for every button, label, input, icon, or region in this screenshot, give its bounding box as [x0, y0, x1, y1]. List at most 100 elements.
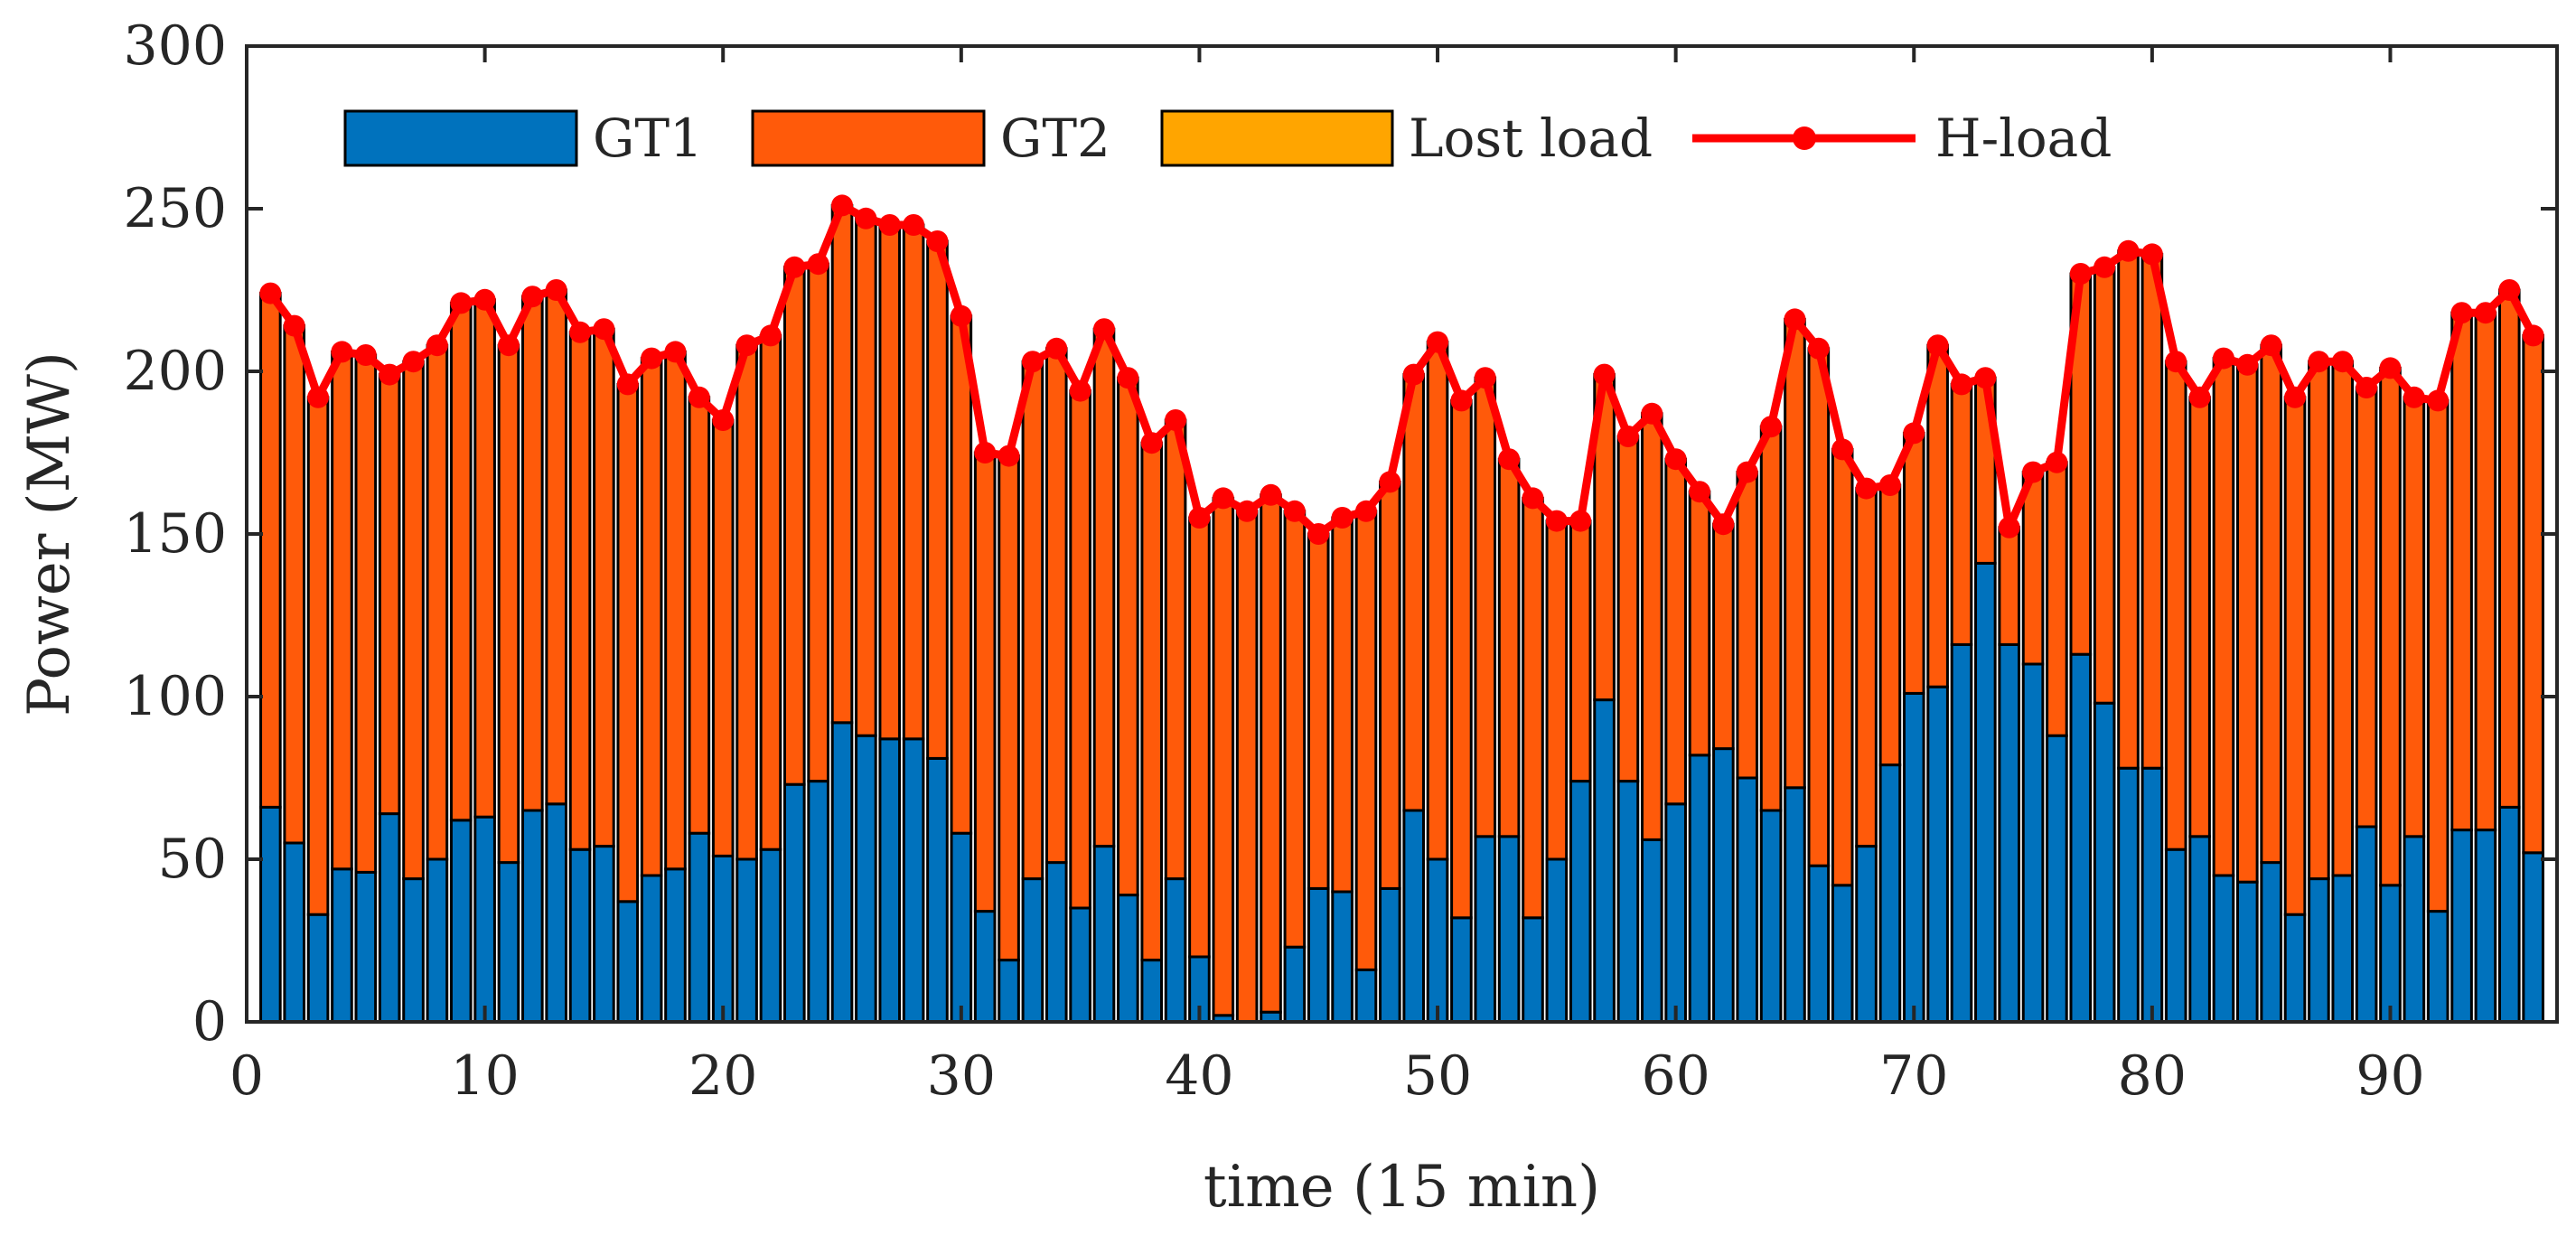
bar-gt1-56 — [1569, 780, 1592, 1024]
bar-gt1-80 — [2140, 766, 2164, 1024]
bar-gt2-3 — [306, 396, 330, 916]
h-load-point-10 — [473, 288, 496, 311]
bar-gt1-81 — [2164, 847, 2187, 1024]
x-tick-label-90: 90 — [2356, 1044, 2424, 1108]
h-load-point-75 — [2022, 461, 2045, 483]
bar-gt1-95 — [2497, 805, 2521, 1024]
bar-gt2-38 — [1140, 441, 1164, 962]
legend-label-h-load: H-load — [1935, 108, 2112, 169]
h-load-point-5 — [354, 344, 377, 366]
bar-gt1-11 — [497, 861, 520, 1024]
bar-gt1-1 — [259, 805, 282, 1024]
h-load-point-41 — [1212, 487, 1234, 510]
bar-gt2-45 — [1307, 532, 1330, 890]
y-tick-label-250: 250 — [123, 177, 227, 240]
bar-gt1-86 — [2283, 913, 2307, 1024]
h-load-point-16 — [616, 373, 639, 396]
h-load-point-34 — [1045, 337, 1068, 360]
h-load-point-15 — [593, 318, 615, 341]
bar-gt2-83 — [2212, 357, 2235, 877]
h-load-point-23 — [783, 256, 806, 278]
bar-gt2-2 — [283, 324, 306, 845]
h-load-point-53 — [1498, 448, 1521, 471]
y-tick-label-0: 0 — [192, 990, 227, 1053]
y-tick-label-150: 150 — [123, 502, 227, 566]
h-load-point-21 — [735, 334, 758, 357]
bar-gt2-24 — [807, 262, 829, 783]
bar-gt2-61 — [1688, 490, 1711, 757]
axes-layer: 0 50 100 150 200 250 300 0 10 20 30 40 50 60 70 80 90 — [123, 14, 2557, 1108]
bar-gt2-14 — [568, 331, 592, 851]
h-load-point-43 — [1260, 483, 1282, 506]
h-load-point-8 — [426, 334, 448, 357]
bar-gt1-27 — [878, 737, 902, 1024]
bar-gt1-66 — [1807, 864, 1831, 1024]
bar-gt1-6 — [378, 812, 401, 1024]
bar-gt1-87 — [2308, 877, 2330, 1024]
bar-gt2-22 — [759, 333, 782, 851]
bar-gt2-55 — [1545, 520, 1569, 861]
bar-gt2-94 — [2474, 311, 2497, 832]
bar-gt1-82 — [2188, 835, 2211, 1024]
bar-gt2-60 — [1664, 457, 1687, 806]
bar-gt2-46 — [1331, 516, 1354, 894]
bar-gt1-84 — [2236, 880, 2259, 1024]
bar-gt2-20 — [711, 418, 735, 857]
h-load-point-44 — [1283, 500, 1306, 522]
h-load-point-27 — [878, 214, 901, 236]
y-tick-label-300: 300 — [123, 14, 227, 78]
h-load-point-63 — [1736, 461, 1758, 483]
bar-gt1-64 — [1759, 809, 1783, 1024]
bar-gt1-20 — [711, 854, 735, 1024]
x-tick-label-20: 20 — [688, 1044, 757, 1108]
bar-gt1-73 — [1974, 561, 1997, 1024]
bar-gt1-59 — [1640, 838, 1663, 1024]
h-load-point-76 — [2046, 451, 2068, 473]
h-load-point-92 — [2427, 389, 2450, 412]
h-load-point-79 — [2117, 239, 2140, 262]
bar-gt1-76 — [2046, 734, 2068, 1024]
bar-gt1-77 — [2069, 652, 2093, 1024]
h-load-point-65 — [1784, 308, 1806, 331]
bar-gt1-92 — [2426, 910, 2450, 1024]
h-load-point-42 — [1236, 500, 1259, 522]
bar-gt1-18 — [664, 867, 687, 1024]
h-load-point-56 — [1569, 510, 1592, 532]
bar-gt1-9 — [449, 819, 473, 1024]
h-load-point-19 — [688, 386, 710, 408]
bar-gt2-54 — [1522, 496, 1544, 920]
h-load-point-85 — [2260, 334, 2282, 357]
x-tick-label-70: 70 — [1879, 1044, 1948, 1108]
h-load-point-36 — [1092, 318, 1115, 341]
bar-gt2-78 — [2093, 266, 2116, 705]
h-load-point-47 — [1354, 500, 1377, 522]
bar-gt1-5 — [354, 870, 378, 1024]
bar-gt2-13 — [545, 288, 568, 806]
h-load-point-95 — [2498, 279, 2521, 301]
bar-gt1-15 — [593, 845, 615, 1024]
h-load-point-61 — [1689, 481, 1711, 503]
bar-gt1-49 — [1402, 809, 1425, 1024]
bar-gt2-87 — [2308, 360, 2330, 881]
h-load-point-35 — [1069, 379, 1091, 402]
bar-gt2-18 — [664, 350, 687, 871]
bar-gt2-71 — [1926, 343, 1949, 688]
bar-gt1-44 — [1283, 945, 1307, 1024]
h-load-point-66 — [1807, 337, 1830, 360]
bar-gt1-37 — [1117, 894, 1139, 1024]
bar-gt1-2 — [283, 841, 306, 1024]
bar-gt2-37 — [1117, 376, 1139, 897]
bar-gt2-64 — [1759, 425, 1783, 812]
h-load-point-24 — [807, 253, 829, 276]
bar-gt1-54 — [1522, 916, 1544, 1024]
bar-gt1-38 — [1140, 959, 1164, 1024]
bar-gt2-33 — [1021, 360, 1044, 881]
h-load-point-73 — [1974, 367, 1997, 389]
h-load-point-17 — [641, 347, 663, 370]
h-load-point-69 — [1878, 474, 1901, 496]
bar-gt1-78 — [2093, 701, 2116, 1024]
bar-gt1-34 — [1044, 861, 1068, 1024]
bar-gt2-81 — [2164, 360, 2187, 851]
bar-gt2-8 — [426, 343, 449, 861]
bar-gt1-93 — [2450, 829, 2473, 1024]
